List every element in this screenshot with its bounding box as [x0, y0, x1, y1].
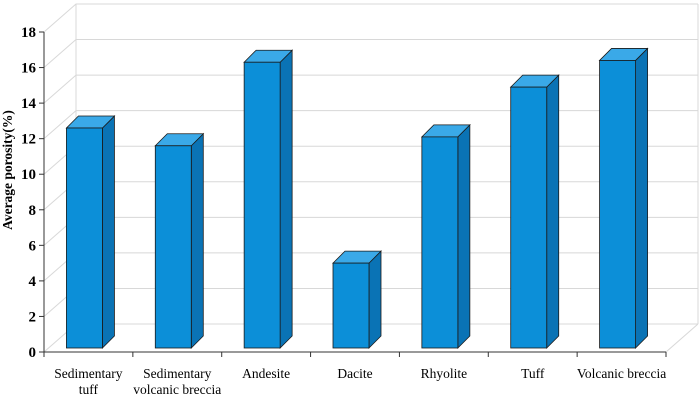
x-tick-label-line: tuff	[79, 382, 99, 397]
bar	[509, 74, 560, 349]
bar-side	[190, 132, 204, 349]
axes	[39, 31, 667, 357]
bar-front	[332, 262, 370, 349]
y-tick-label: 18	[21, 25, 36, 41]
bar-side	[457, 123, 471, 349]
bar	[243, 49, 294, 349]
bars	[65, 47, 649, 349]
x-tick-label: Tuff	[521, 366, 545, 381]
x-tick-label-line: volcanic breccia	[133, 382, 221, 397]
x-tick-label-line: Sedimentary	[54, 366, 122, 381]
x-tick-label-line: Andesite	[242, 366, 290, 381]
x-tick-label-line: Tuff	[521, 366, 545, 381]
bar-front	[510, 86, 548, 349]
x-tick-label-line: Rhyolite	[421, 366, 468, 381]
floor-edge	[665, 323, 699, 353]
x-tick-label-line: Dacite	[337, 366, 372, 381]
y-tick-label: 14	[21, 96, 37, 112]
y-tick-label: 2	[29, 309, 37, 325]
bar-front	[243, 61, 281, 349]
bar-front	[599, 60, 636, 349]
bar-front	[66, 127, 103, 349]
bar	[332, 250, 382, 349]
y-tick-label: 6	[29, 238, 37, 254]
x-tick-label: Rhyolite	[421, 366, 468, 381]
y-tick-label: 12	[21, 132, 36, 148]
bar-side	[368, 250, 382, 349]
gridline	[43, 3, 698, 33]
y-tick-label: 8	[29, 203, 37, 219]
y-tick-label: 16	[21, 61, 37, 77]
x-tick-label: Dacite	[337, 366, 372, 381]
bar	[598, 47, 649, 349]
x-tick-label-line: Sedimentary	[143, 366, 211, 381]
x-tick-label: Sedimentary volcanic breccia	[133, 366, 221, 397]
y-axis-title: Average porosity(%)	[0, 110, 15, 230]
x-tick-label: Andesite	[242, 366, 290, 381]
x-tick-label: Volcanic breccia	[577, 366, 666, 381]
y-tick-label: 10	[21, 167, 36, 183]
bar-side	[102, 115, 115, 349]
bar	[154, 132, 205, 349]
y-tick-label: 4	[29, 274, 37, 290]
bar	[65, 115, 116, 349]
bar-side	[279, 49, 293, 349]
y-tick-label: 0	[29, 345, 37, 361]
bar-front	[154, 145, 192, 349]
x-tick-label-line: Volcanic breccia	[577, 366, 666, 381]
x-tick-label: Sedimentary tuff	[54, 366, 122, 397]
bar-side	[635, 47, 648, 349]
bar-side	[546, 74, 560, 349]
bar	[420, 123, 471, 349]
bar-front	[421, 136, 459, 349]
